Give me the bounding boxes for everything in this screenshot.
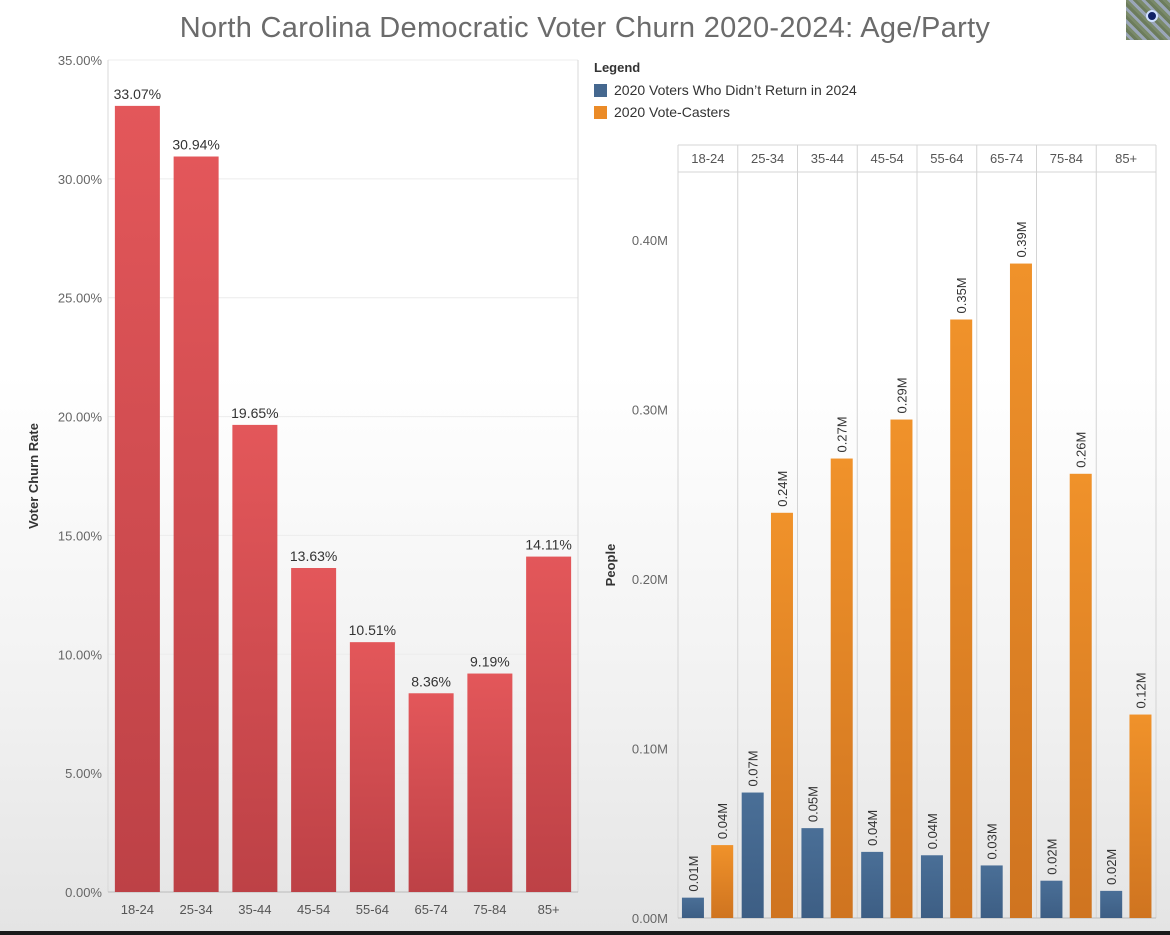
left-bar-value-label: 33.07%: [114, 86, 161, 102]
right-bar-value-label: 0.04M: [865, 810, 880, 846]
right-bar-vote-casters-18-24: [711, 845, 734, 918]
legend-label-vote-casters: 2020 Vote-Casters: [614, 104, 730, 120]
right-bar-didnt-return-65-74: [980, 865, 1003, 918]
left-xtick-label: 18-24: [121, 902, 154, 917]
left-bar-value-label: 14.11%: [525, 537, 571, 553]
right-bar-vote-casters-45-54: [890, 419, 913, 918]
right-bar-vote-casters-85+: [1129, 714, 1152, 918]
left-bar-85+: [526, 556, 572, 892]
right-bar-value-label: 0.04M: [925, 813, 940, 849]
legend: Legend 2020 Voters Who Didn’t Return in …: [594, 60, 857, 123]
right-bar-didnt-return-18-24: [681, 897, 704, 918]
right-bar-didnt-return-35-44: [801, 828, 824, 918]
right-bar-value-label: 0.26M: [1074, 432, 1089, 468]
left-ytick-label: 35.00%: [58, 53, 103, 68]
left-bar-value-label: 19.65%: [231, 405, 278, 421]
right-bar-vote-casters-75-84: [1069, 473, 1092, 918]
right-ytick-label: 0.20M: [632, 572, 668, 587]
left-ytick-label: 25.00%: [58, 291, 103, 306]
right-bar-value-label: 0.35M: [954, 277, 969, 313]
right-bar-didnt-return-25-34: [741, 792, 764, 918]
right-bar-value-label: 0.04M: [715, 803, 730, 839]
right-bar-value-label: 0.07M: [746, 750, 761, 786]
left-xtick-label: 85+: [538, 902, 560, 917]
right-panel-header: 18-24: [691, 151, 724, 166]
right-bar-value-label: 0.02M: [1104, 849, 1119, 885]
left-bar-value-label: 8.36%: [411, 673, 451, 689]
left-bar-65-74: [408, 693, 454, 892]
left-ytick-label: 10.00%: [58, 647, 103, 662]
legend-label-didnt-return: 2020 Voters Who Didn’t Return in 2024: [614, 82, 857, 98]
right-panel-header: 85+: [1115, 151, 1137, 166]
left-xtick-label: 55-64: [356, 902, 389, 917]
right-bar-didnt-return-85+: [1100, 890, 1123, 918]
right-bar-value-label: 0.02M: [1044, 839, 1059, 875]
right-bar-value-label: 0.03M: [985, 823, 1000, 859]
bottom-border: [0, 931, 1170, 935]
right-panel-header: 35-44: [811, 151, 844, 166]
legend-title: Legend: [594, 60, 641, 75]
right-bar-didnt-return-45-54: [861, 851, 884, 918]
right-bar-vote-casters-65-74: [1009, 263, 1032, 918]
right-bar-value-label: 0.27M: [835, 416, 850, 452]
left-ytick-label: 30.00%: [58, 172, 103, 187]
right-ytick-label: 0.00M: [632, 911, 668, 926]
right-panel-header: 75-84: [1050, 151, 1083, 166]
left-xtick-label: 75-84: [473, 902, 506, 917]
left-ytick-label: 20.00%: [58, 410, 103, 425]
right-ytick-label: 0.10M: [632, 741, 668, 756]
right-bar-value-label: 0.24M: [775, 471, 790, 507]
left-bar-45-54: [291, 567, 337, 892]
right-bar-didnt-return-75-84: [1040, 880, 1063, 918]
right-bar-vote-casters-55-64: [950, 319, 973, 919]
left-bar-value-label: 9.19%: [470, 654, 510, 670]
legend-item-didnt-return[interactable]: 2020 Voters Who Didn’t Return in 2024: [594, 79, 857, 101]
left-xtick-label: 65-74: [415, 902, 448, 917]
left-xtick-label: 45-54: [297, 902, 330, 917]
legend-swatch-blue: [594, 83, 607, 97]
right-bar-didnt-return-55-64: [920, 855, 943, 918]
right-bar-value-label: 0.05M: [805, 786, 820, 822]
right-bar-value-label: 0.12M: [1133, 672, 1148, 708]
left-ytick-label: 15.00%: [58, 528, 103, 543]
left-bar-55-64: [349, 642, 395, 892]
right-bar-vote-casters-35-44: [830, 458, 853, 918]
right-ytick-label: 0.30M: [632, 402, 668, 417]
left-y-axis-label: Voter Churn Rate: [26, 423, 41, 529]
left-ytick-label: 5.00%: [65, 766, 102, 781]
left-bar-35-44: [232, 424, 278, 892]
left-bar-value-label: 10.51%: [349, 622, 396, 638]
left-bar-18-24: [114, 105, 160, 893]
right-panel-header: 65-74: [990, 151, 1023, 166]
right-y-axis-label: People: [603, 544, 618, 587]
left-bar-75-84: [467, 673, 513, 892]
left-bar-value-label: 30.94%: [172, 137, 219, 153]
thumbnail-dot-icon: [1146, 10, 1158, 22]
left-xtick-label: 25-34: [180, 902, 213, 917]
chart-title: North Carolina Democratic Voter Churn 20…: [179, 12, 991, 44]
right-panel-header: 45-54: [871, 151, 904, 166]
left-ytick-label: 0.00%: [65, 885, 102, 900]
right-panel-header: 25-34: [751, 151, 784, 166]
corner-thumbnail: [1126, 0, 1170, 40]
legend-swatch-orange: [594, 105, 607, 119]
left-bar-value-label: 13.63%: [290, 548, 337, 564]
right-ytick-label: 0.40M: [632, 233, 668, 248]
right-panel-header: 55-64: [930, 151, 963, 166]
right-bar-value-label: 0.29M: [894, 377, 909, 413]
right-bar-value-label: 0.39M: [1014, 221, 1029, 257]
left-bar-25-34: [173, 156, 219, 893]
left-xtick-label: 35-44: [238, 902, 271, 917]
legend-item-vote-casters[interactable]: 2020 Vote-Casters: [594, 101, 857, 123]
right-bar-vote-casters-25-34: [770, 512, 793, 918]
right-bar-value-label: 0.01M: [686, 856, 701, 892]
